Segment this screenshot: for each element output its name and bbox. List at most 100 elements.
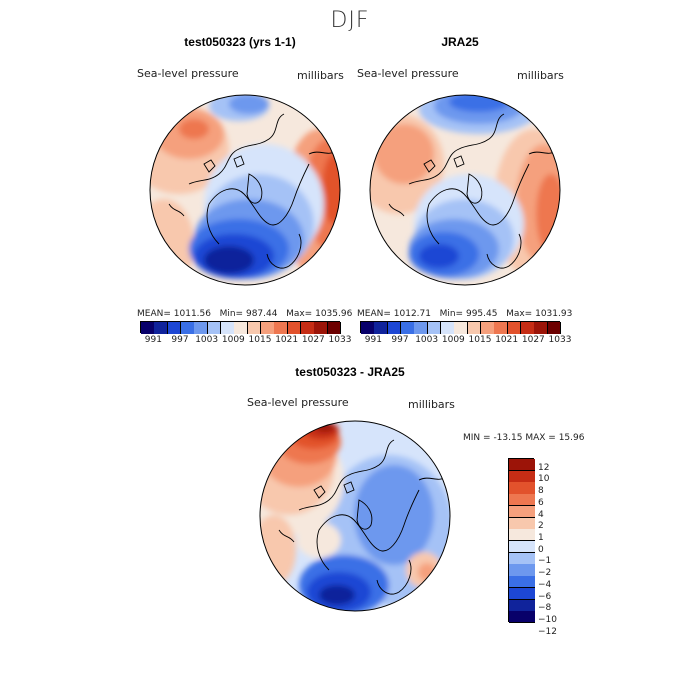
colorbar-swatch [427,322,442,334]
max-label: MAX = [525,433,556,443]
coastline [266,233,302,269]
panel-title-diff: test050323 - JRA25 [295,365,405,379]
colorbar-tick-label: 997 [391,335,409,345]
colorbar-tick-label: 1009 [441,335,465,345]
colorbar-tick-label: −1 [538,556,552,567]
colorbar-swatch [167,322,182,334]
mean-label: MEAN= [357,309,391,319]
colorbar-swatch [509,494,535,507]
min-label: Min= [219,309,244,319]
colorbar-tick-label: 2 [538,521,544,532]
polar-map-model [149,94,341,286]
colorbar-ticks-diff: 12 10 8 6 4 2 1 0 −1 −2 −4 −6 −8 −10 −12 [538,458,578,637]
min-value: 995.45 [465,309,498,319]
colorbar-tick-label: 6 [538,497,544,508]
colorbar-swatch [361,322,375,334]
map-boundary [369,94,561,286]
colorbar-swatch [509,529,535,542]
units-label-model: millibars [297,69,344,82]
coastline [316,489,420,571]
colorbar-tick-label: 1003 [415,335,439,345]
colorbar-tick-label: 10 [538,474,550,485]
min-label: MIN = [463,433,491,443]
coastline [246,173,263,204]
max-label: Max= [506,309,533,319]
colorbar-tick-label: 1015 [468,335,492,345]
colorbar-swatch [154,322,169,334]
colorbar-tick-label: −8 [538,603,552,614]
colorbar-tick-label: 8 [538,486,544,497]
colorbar-swatch [301,322,315,334]
coastline [388,203,405,217]
colorbar-tick-label: 1021 [275,335,299,345]
colorbar-swatch [509,552,535,565]
colorbar-swatch [547,322,562,334]
colorbar-swatch [274,322,289,334]
map-boundary [149,94,341,286]
coastline [278,529,295,543]
colorbar-swatch [481,322,495,334]
colorbar-tick-label: 1027 [521,335,545,345]
colorbar-swatch [509,459,535,472]
coastline [408,113,505,185]
colorbar-tick-label: 1021 [495,335,519,345]
colorbar-tick-label: 4 [538,509,544,520]
mean-value: 1012.71 [393,309,431,319]
colorbar-ticks-obs: 991 997 1003 1009 1015 1021 1027 1033 [360,334,572,348]
coastline [466,173,483,204]
colorbar-swatch [387,322,402,334]
colorbar-tick-label: −6 [538,591,552,602]
stats-model: MEAN= 1011.56 Min= 987.44 Max= 1035.96 [137,309,352,319]
colorbar-tick-label: −4 [538,579,552,590]
colorbar-swatch [509,470,535,483]
colorbar-swatch [509,517,535,530]
colorbar-swatch [507,322,522,334]
colorbar-swatch [494,322,509,334]
units-label-diff: millibars [408,398,455,411]
map-boundary [259,420,451,612]
colorbar-swatch [221,322,235,334]
max-label: Max= [286,309,313,319]
variable-label-diff: Sea-level pressure [247,396,349,409]
colorbar-tick-label: −12 [538,626,557,637]
variable-label-obs: Sea-level pressure [357,67,459,80]
colorbar-swatch [509,564,535,577]
colorbar-swatch [314,322,329,334]
colorbar-swatch [327,322,342,334]
colorbar-tick-label: 997 [171,335,189,345]
colorbar-diff [508,458,535,624]
stats-diff: MIN = -13.15 MAX = 15.96 [463,433,584,443]
variable-label-model: Sea-level pressure [137,67,239,80]
panel-title-obs: JRA25 [441,35,479,49]
max-value: 15.96 [558,433,585,443]
coastline [453,155,465,168]
colorbar-tick-label: 1027 [301,335,325,345]
colorbar-swatch [287,322,302,334]
colorbar-swatch [509,541,535,554]
coastline [486,233,522,269]
min-label: Min= [439,309,464,319]
coastline [376,559,412,595]
colorbar-tick-label: 1009 [221,335,245,345]
colorbar-swatch [247,322,262,334]
max-value: 1031.93 [535,309,573,319]
colorbar-swatch [441,322,455,334]
colorbar-swatch [521,322,535,334]
coastline [233,155,245,168]
colorbar-tick-label: 1033 [328,335,352,345]
min-value: 987.44 [245,309,278,319]
colorbar-swatch [261,322,275,334]
colorbar-tick-label: 1003 [195,335,219,345]
colorbar-swatch [454,322,469,334]
panel-title-model: test050323 (yrs 1-1) [184,35,296,49]
coastline [168,203,185,217]
colorbar-ticks-model: 991 997 1003 1009 1015 1021 1027 1033 [140,334,352,348]
colorbar-tick-label: 1 [538,533,544,543]
main-title: DJF [330,8,370,33]
colorbar-swatch [509,599,535,612]
colorbar-tick-label: 991 [364,335,382,345]
colorbar-swatch [467,322,482,334]
coastline [206,163,310,245]
coastline [423,159,436,173]
mean-value: 1011.56 [173,309,211,319]
